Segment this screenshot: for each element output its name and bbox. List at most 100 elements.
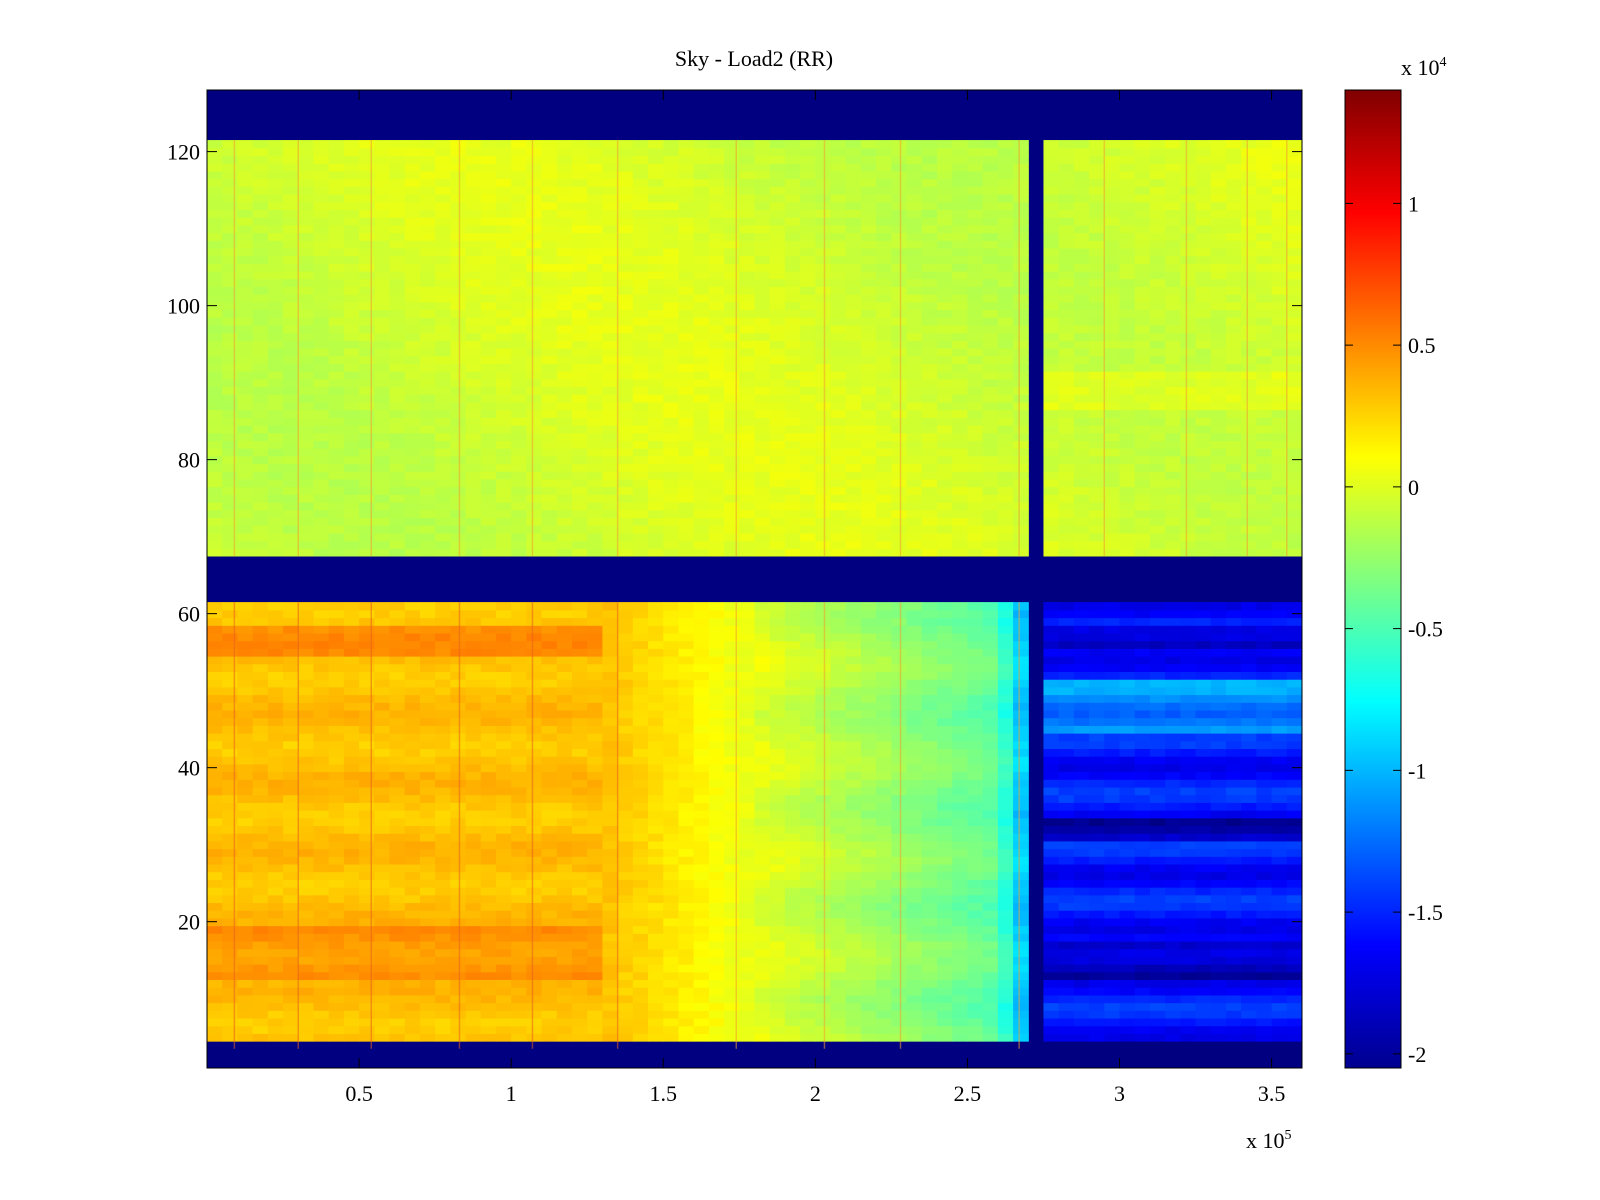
heatmap-cell (298, 702, 315, 711)
heatmap-cell (693, 609, 710, 619)
heatmap-cell (997, 617, 1014, 626)
heatmap-cell (693, 833, 710, 842)
heatmap-cell (1058, 925, 1075, 934)
heatmap-cell (876, 910, 892, 919)
heatmap-cell (207, 910, 223, 919)
heatmap-cell (435, 994, 451, 1004)
heatmap-cell (982, 702, 999, 711)
heatmap-cell (1013, 987, 1029, 996)
heatmap-cell (450, 948, 467, 957)
heatmap-cell (708, 478, 725, 488)
heatmap-cell (997, 987, 1014, 996)
heatmap-cell (617, 694, 634, 703)
heatmap-cell (1149, 833, 1166, 842)
heatmap-cell (419, 817, 436, 827)
heatmap-cell (252, 740, 269, 750)
heatmap-cell (237, 625, 254, 634)
heatmap-cell (328, 478, 345, 488)
heatmap-cell (587, 648, 604, 657)
heatmap-cell (1286, 656, 1302, 665)
heatmap-cell (541, 540, 558, 549)
heatmap-cell (952, 802, 969, 811)
heatmap-cell (693, 625, 710, 634)
heatmap-cell (526, 756, 543, 765)
heatmap-cell (526, 786, 543, 796)
heatmap-cell (1180, 1017, 1197, 1027)
heatmap-cell (298, 640, 315, 649)
heatmap-cell (480, 609, 497, 619)
heatmap-cell (1180, 748, 1197, 757)
heatmap-cell (830, 964, 847, 973)
heatmap-cell (328, 671, 345, 680)
heatmap-cell (511, 917, 527, 927)
heatmap-cell (526, 448, 543, 457)
heatmap-cell (435, 1033, 451, 1042)
heatmap-cell (891, 925, 908, 934)
heatmap-cell (708, 717, 725, 726)
heatmap-cell (237, 517, 254, 526)
heatmap-cell (374, 825, 391, 834)
heatmap-cell (982, 933, 999, 942)
heatmap-cell (298, 1002, 315, 1011)
heatmap-cell (967, 879, 984, 888)
heatmap-cell (1104, 609, 1121, 619)
heatmap-cell (1210, 894, 1227, 904)
heatmap-cell (541, 833, 558, 842)
heatmap-cell (328, 902, 345, 911)
heatmap-cell (1043, 733, 1060, 742)
heatmap-cell (480, 979, 497, 988)
heatmap-cell (374, 1033, 391, 1042)
heatmap-cell (1165, 887, 1181, 896)
heatmap-cell (1225, 840, 1242, 850)
heatmap-cell (1210, 802, 1227, 811)
heatmap-cell (541, 1002, 558, 1011)
heatmap-cell (1286, 825, 1302, 834)
heatmap-cell (1286, 740, 1302, 750)
heatmap-cell (480, 879, 497, 888)
heatmap-cell (1149, 525, 1166, 534)
heatmap-cell (389, 617, 406, 626)
heatmap-cell (419, 625, 436, 634)
heatmap-cell (328, 663, 345, 673)
heatmap-cell (860, 548, 877, 557)
heatmap-cell (267, 733, 284, 742)
heatmap-cell (526, 494, 543, 503)
heatmap-cell (678, 856, 695, 865)
heatmap-cell (952, 902, 969, 911)
heatmap-cell (465, 517, 482, 526)
heatmap-cell (419, 632, 436, 642)
heatmap-cell (1134, 971, 1151, 981)
heatmap-cell (982, 486, 999, 495)
heatmap-cell (739, 686, 756, 696)
heatmap-cell (1119, 532, 1136, 542)
heatmap-cell (891, 910, 908, 919)
heatmap-cell (1043, 933, 1060, 942)
heatmap-cell (845, 679, 862, 688)
heatmap-cell (693, 1017, 710, 1027)
heatmap-cell (343, 971, 360, 981)
heatmap-cell (556, 956, 573, 965)
heatmap-cell (769, 910, 786, 919)
heatmap-cell (267, 910, 284, 919)
heatmap-cell (435, 871, 451, 880)
heatmap-cell (328, 817, 345, 827)
heatmap-cell (800, 1002, 816, 1011)
heatmap-cell (845, 810, 862, 819)
heatmap-cell (1073, 802, 1090, 811)
heatmap-cell (1119, 756, 1136, 765)
heatmap-cell (1089, 933, 1105, 942)
heatmap-cell (435, 540, 451, 549)
heatmap-cell (252, 833, 269, 842)
heatmap-cell (465, 1002, 482, 1011)
heatmap-cell (952, 879, 969, 888)
heatmap-cell (252, 656, 269, 665)
heatmap-cell (937, 817, 953, 827)
heatmap-cell (1271, 763, 1288, 773)
heatmap-cell (419, 455, 436, 465)
heatmap-cell (663, 971, 680, 981)
heatmap-cell (708, 609, 725, 619)
heatmap-cell (937, 602, 953, 611)
heatmap-cell (419, 763, 436, 773)
heatmap-cell (222, 501, 239, 511)
heatmap-cell (997, 694, 1014, 703)
